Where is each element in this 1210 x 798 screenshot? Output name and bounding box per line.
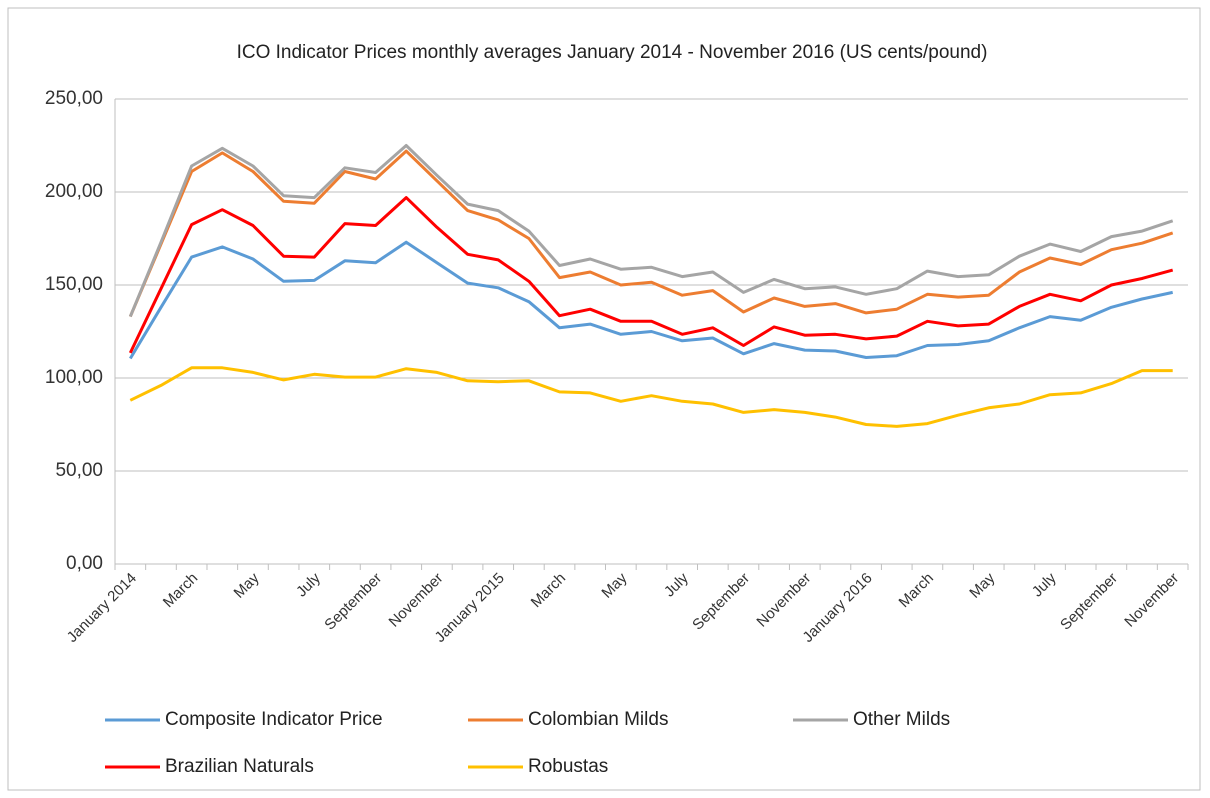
series-line [128,144,1174,318]
series-line [128,196,1174,354]
y-tick-label: 0,00 [66,553,103,574]
series-line [128,149,1174,318]
y-tick-label: 100,00 [45,367,103,388]
series-line [129,240,1174,360]
y-tick-label: 150,00 [45,274,103,295]
legend-label: Colombian Milds [528,709,668,730]
y-tick-label: 50,00 [55,460,103,481]
chart-border [7,7,1201,791]
y-tick-label: 200,00 [45,181,103,202]
legend-label: Robustas [528,756,608,777]
series-line [129,366,1173,428]
legend-label: Brazilian Naturals [165,756,314,777]
legend-label: Composite Indicator Price [165,709,383,730]
legend-label: Other Milds [853,709,950,730]
chart-title: ICO Indicator Prices monthly averages Ja… [237,42,988,63]
y-tick-label: 250,00 [45,88,103,109]
